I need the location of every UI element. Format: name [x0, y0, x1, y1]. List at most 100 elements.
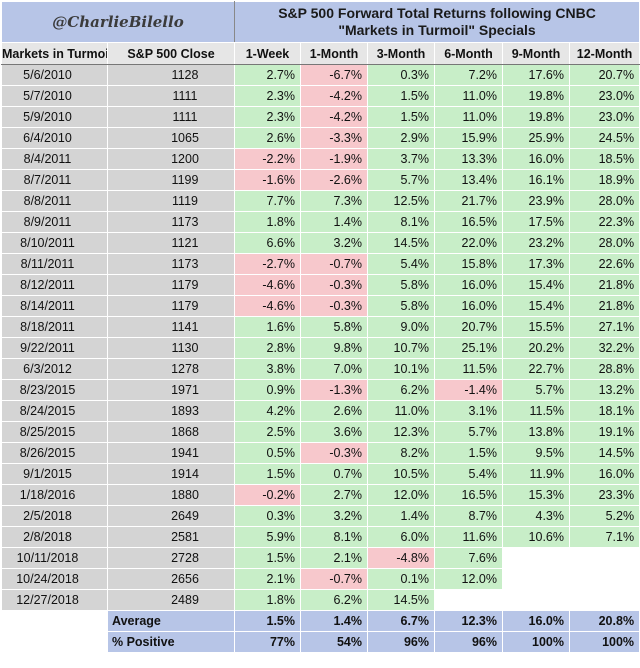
cell-12-month: 23.0% [568, 106, 640, 128]
summary-1-month: 54% [300, 631, 368, 653]
summary-3-month: 6.7% [367, 610, 435, 632]
cell-12-month [568, 568, 640, 590]
cell-6-month: 11.6% [434, 526, 503, 548]
table-row: 8/24/2015 1893 4.2% 2.6% 11.0% 3.1% 11.5% 18.1% [1, 400, 640, 422]
summary-1-week: 1.5% [234, 610, 301, 632]
cell-3-month: 5.8% [367, 274, 435, 296]
summary-label: % Positive [107, 631, 235, 653]
cell-1-week: 3.8% [234, 358, 301, 380]
cell-date: 8/7/2011 [1, 169, 108, 191]
cell-1-week: 1.5% [234, 463, 301, 485]
cell-6-month: 13.4% [434, 169, 503, 191]
cell-6-month: 25.1% [434, 337, 503, 359]
cell-6-month: 15.9% [434, 127, 503, 149]
cell-1-week: 0.3% [234, 505, 301, 527]
cell-3-month: 2.9% [367, 127, 435, 149]
cell-1-week: 4.2% [234, 400, 301, 422]
cell-1-month: 9.8% [300, 337, 368, 359]
cell-9-month: 13.8% [502, 421, 570, 443]
cell-1-week: 1.8% [234, 211, 301, 233]
cell-3-month: 11.0% [367, 400, 435, 422]
table-row: 2/8/2018 2581 5.9% 8.1% 6.0% 11.6% 10.6% 7.1% [1, 526, 640, 548]
cell-date: 8/18/2011 [1, 316, 108, 338]
cell-date: 10/24/2018 [1, 568, 108, 590]
cell-close: 1141 [107, 316, 235, 338]
cell-close: 1278 [107, 358, 235, 380]
summary-9-month: 100% [502, 631, 570, 653]
cell-3-month: 0.1% [367, 568, 435, 590]
table-row: 8/23/2015 1971 0.9% -1.3% 6.2% -1.4% 5.7% 13.2% [1, 379, 640, 401]
cell-1-month: -0.7% [300, 568, 368, 590]
cell-1-month: 7.3% [300, 190, 368, 212]
cell-close: 1199 [107, 169, 235, 191]
cell-9-month: 22.7% [502, 358, 570, 380]
col-header-3-month: 3-Month [367, 42, 435, 65]
cell-3-month: 5.8% [367, 295, 435, 317]
cell-1-month: 3.6% [300, 421, 368, 443]
cell-close: 1179 [107, 274, 235, 296]
cell-1-month: -1.3% [300, 379, 368, 401]
cell-date: 8/14/2011 [1, 295, 108, 317]
table-title: S&P 500 Forward Total Returns following … [233, 1, 640, 43]
cell-12-month: 18.1% [568, 400, 640, 422]
cell-9-month: 20.2% [502, 337, 570, 359]
cell-3-month: 8.2% [367, 442, 435, 464]
cell-1-month: -4.2% [300, 106, 368, 128]
cell-1-week: 0.9% [234, 379, 301, 401]
cell-3-month: 1.5% [367, 106, 435, 128]
cell-date: 10/11/2018 [1, 547, 108, 569]
cell-date: 12/27/2018 [1, 589, 108, 611]
cell-close: 1173 [107, 253, 235, 275]
cell-6-month: 7.2% [434, 64, 503, 86]
cell-9-month: 19.8% [502, 106, 570, 128]
cell-12-month [568, 547, 640, 569]
cell-3-month: 1.5% [367, 85, 435, 107]
summary-row: % Positive 77% 54% 96% 96% 100% 100% [1, 631, 640, 653]
cell-3-month: 0.3% [367, 64, 435, 86]
table-row: 8/25/2015 1868 2.5% 3.6% 12.3% 5.7% 13.8% 19.1% [1, 421, 640, 443]
table-row: 8/18/2011 1141 1.6% 5.8% 9.0% 20.7% 15.5% 27.1% [1, 316, 640, 338]
cell-date: 9/1/2015 [1, 463, 108, 485]
cell-12-month: 22.3% [568, 211, 640, 233]
cell-close: 1111 [107, 85, 235, 107]
summary-12-month: 100% [568, 631, 640, 653]
cell-12-month: 32.2% [568, 337, 640, 359]
cell-3-month: 14.5% [367, 232, 435, 254]
cell-12-month: 16.0% [568, 463, 640, 485]
cell-close: 1128 [107, 64, 235, 86]
cell-6-month: 11.0% [434, 85, 503, 107]
cell-1-week: -0.2% [234, 484, 301, 506]
table-row: 8/4/2011 1200 -2.2% -1.9% 3.7% 13.3% 16.0% 18.5… [1, 148, 640, 170]
cell-6-month: 12.0% [434, 568, 503, 590]
cell-6-month: 16.0% [434, 274, 503, 296]
cell-9-month: 15.3% [502, 484, 570, 506]
col-header-1-month: 1-Month [300, 42, 368, 65]
cell-1-week: 5.9% [234, 526, 301, 548]
cell-12-month: 22.6% [568, 253, 640, 275]
cell-6-month: 13.3% [434, 148, 503, 170]
cell-12-month: 20.7% [568, 64, 640, 86]
cell-3-month: 8.1% [367, 211, 435, 233]
summary-3-month: 96% [367, 631, 435, 653]
cell-date: 5/6/2010 [1, 64, 108, 86]
cell-6-month: 11.0% [434, 106, 503, 128]
cell-3-month: 12.0% [367, 484, 435, 506]
cell-12-month: 28.8% [568, 358, 640, 380]
cell-1-week: -2.2% [234, 148, 301, 170]
cell-6-month: 3.1% [434, 400, 503, 422]
cell-12-month: 28.0% [568, 232, 640, 254]
cell-close: 1868 [107, 421, 235, 443]
cell-9-month: 17.6% [502, 64, 570, 86]
summary-spacer [1, 631, 108, 653]
summary-spacer [1, 610, 108, 632]
cell-date: 5/7/2010 [1, 85, 108, 107]
cell-12-month: 18.9% [568, 169, 640, 191]
cell-9-month: 4.3% [502, 505, 570, 527]
table-row: 8/7/2011 1199 -1.6% -2.6% 5.7% 13.4% 16.1% 18.9… [1, 169, 640, 191]
summary-row: Average 1.5% 1.4% 6.7% 12.3% 16.0% 20.8% [1, 610, 640, 632]
author-handle: @CharlieBilello [1, 1, 235, 43]
table-row: 5/7/2010 1111 2.3% -4.2% 1.5% 11.0% 19.8% 23.0% [1, 85, 640, 107]
summary-6-month: 96% [434, 631, 503, 653]
cell-6-month: 1.5% [434, 442, 503, 464]
cell-9-month: 23.2% [502, 232, 570, 254]
